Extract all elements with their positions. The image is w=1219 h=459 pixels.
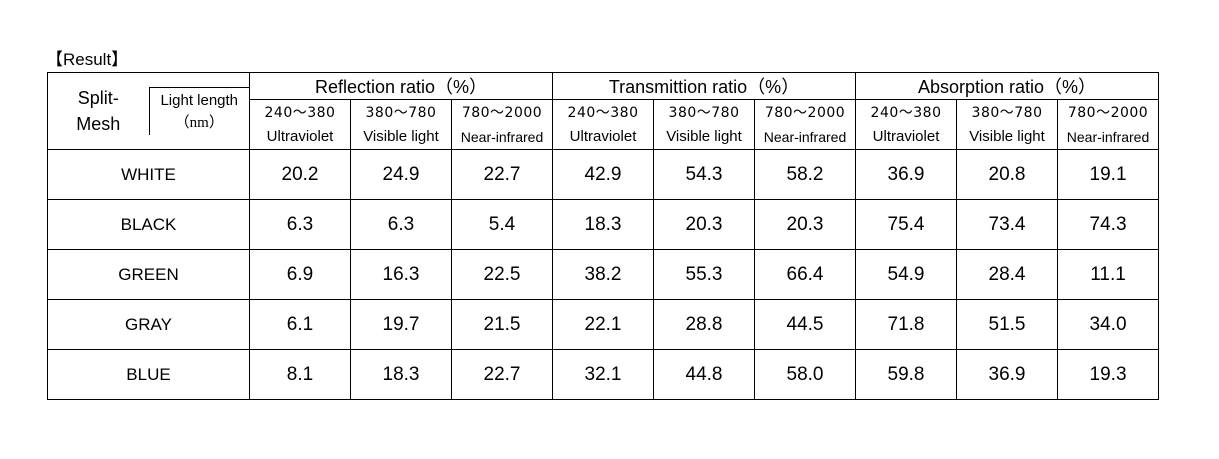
mesh-name-cell: BLUE: [47, 349, 250, 400]
mesh-name-cell: GRAY: [47, 299, 250, 350]
band-header: 780～2000 Near-infrared: [450, 99, 554, 150]
value-cell: 8.1: [249, 349, 351, 400]
header-row-groups: Split- Mesh Light length （nm） Reflection…: [47, 72, 1160, 150]
value-cell: 6.3: [350, 199, 452, 250]
value-cell: 22.7: [450, 349, 554, 400]
mesh-name-cell: WHITE: [47, 149, 250, 200]
band-header: 780～2000 Near-infrared: [1057, 99, 1160, 150]
value-cell: 38.2: [552, 249, 655, 300]
value-cell: 44.5: [754, 299, 857, 350]
split-mesh-header: Split- Mesh: [47, 72, 149, 150]
value-cell: 66.4: [754, 249, 857, 300]
result-table: Split- Mesh Light length （nm） Reflection…: [47, 72, 1160, 400]
value-cell: 20.2: [249, 149, 351, 200]
value-cell: 28.8: [653, 299, 756, 350]
value-cell: 19.3: [1057, 349, 1160, 400]
value-cell: 58.2: [754, 149, 857, 200]
value-cell: 16.3: [350, 249, 452, 300]
result-caption: 【Result】: [46, 50, 129, 69]
value-cell: 24.9: [350, 149, 452, 200]
band-header: 380～780 Visible light: [350, 99, 452, 150]
value-cell: 75.4: [855, 199, 958, 250]
value-cell: 19.1: [1057, 149, 1160, 200]
value-cell: 55.3: [653, 249, 756, 300]
value-cell: 20.8: [956, 149, 1059, 200]
value-cell: 21.5: [450, 299, 554, 350]
band-header: 780～2000 Near-infrared: [754, 99, 857, 150]
value-cell: 6.1: [249, 299, 351, 350]
band-header: 240～380 Ultraviolet: [249, 99, 351, 150]
value-cell: 59.8: [855, 349, 958, 400]
reflection-ratio-header: Reflection ratio（%）: [248, 72, 554, 100]
value-cell: 74.3: [1057, 199, 1160, 250]
table-row: GREEN 6.9 16.3 22.5 38.2 55.3 66.4 54.9 …: [47, 249, 1160, 300]
band-header: 240～380 Ultraviolet: [855, 99, 958, 150]
value-cell: 36.9: [956, 349, 1059, 400]
table-row: BLACK 6.3 6.3 5.4 18.3 20.3 20.3 75.4 73…: [47, 199, 1160, 250]
light-length-unit: （nm）: [174, 115, 224, 131]
transmittion-ratio-header: Transmittion ratio（%）: [552, 72, 857, 100]
band-header: 380～780 Visible light: [956, 99, 1059, 150]
value-cell: 22.7: [450, 149, 554, 200]
light-length-header: Light length （nm）: [148, 72, 250, 150]
value-cell: 18.3: [350, 349, 452, 400]
value-cell: 36.9: [855, 149, 958, 200]
band-header: 380～780 Visible light: [653, 99, 756, 150]
table-row: BLUE 8.1 18.3 22.7 32.1 44.8 58.0 59.8 3…: [47, 349, 1160, 400]
value-cell: 22.1: [552, 299, 655, 350]
split-mesh-line1: Split-: [77, 88, 119, 108]
value-cell: 34.0: [1057, 299, 1160, 350]
value-cell: 19.7: [350, 299, 452, 350]
absorption-ratio-header: Absorption ratio（%）: [855, 72, 1160, 100]
mesh-name-cell: BLACK: [47, 199, 250, 250]
table-row: WHITE 20.2 24.9 22.7 42.9 54.3 58.2 36.9…: [47, 149, 1160, 200]
value-cell: 32.1: [552, 349, 655, 400]
value-cell: 11.1: [1057, 249, 1160, 300]
value-cell: 6.3: [249, 199, 351, 250]
value-cell: 54.9: [855, 249, 958, 300]
split-mesh-line2: Mesh: [76, 114, 121, 134]
light-length-label: Light length: [160, 92, 239, 109]
value-cell: 20.3: [653, 199, 756, 250]
value-cell: 5.4: [450, 199, 554, 250]
value-cell: 54.3: [653, 149, 756, 200]
value-cell: 20.3: [754, 199, 857, 250]
value-cell: 73.4: [956, 199, 1059, 250]
mesh-name-cell: GREEN: [47, 249, 250, 300]
table-row: GRAY 6.1 19.7 21.5 22.1 28.8 44.5 71.8 5…: [47, 299, 1160, 350]
value-cell: 71.8: [855, 299, 958, 350]
value-cell: 58.0: [754, 349, 857, 400]
value-cell: 22.5: [450, 249, 554, 300]
value-cell: 44.8: [653, 349, 756, 400]
value-cell: 42.9: [552, 149, 655, 200]
value-cell: 18.3: [552, 199, 655, 250]
band-header: 240～380 Ultraviolet: [552, 99, 655, 150]
value-cell: 28.4: [956, 249, 1059, 300]
value-cell: 6.9: [249, 249, 351, 300]
header-row-bands: 240～380 Ultraviolet 380～780 Visible light …: [48, 99, 1160, 150]
value-cell: 51.5: [956, 299, 1059, 350]
